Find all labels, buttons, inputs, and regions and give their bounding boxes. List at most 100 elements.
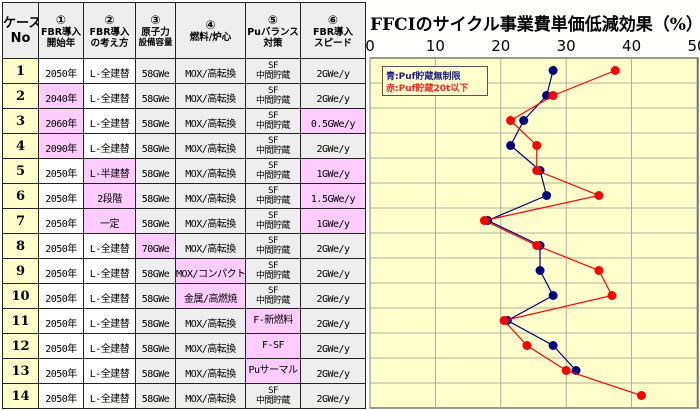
cell-pu: SF 中間貯蔵 bbox=[245, 133, 301, 159]
cell-text: MOX/高転換 bbox=[185, 168, 236, 180]
cell-text: 2050年 bbox=[45, 168, 77, 180]
cell-text: L-全建替 bbox=[89, 243, 130, 255]
cell-text: MOX/高転換 bbox=[185, 343, 236, 355]
cell-concept: L-全建替 bbox=[83, 133, 136, 159]
data-point-red bbox=[479, 216, 489, 225]
data-point-red bbox=[548, 91, 558, 100]
table-row: 3 2060年 L-全建替 58GWe MOX/高転換 SF 中間貯蔵 0.5GWe/y bbox=[2, 108, 366, 134]
x-tick-label: 30 bbox=[557, 37, 576, 55]
pu-line: 中間貯蔵 bbox=[255, 121, 291, 131]
data-point-red bbox=[594, 266, 604, 275]
header-num: ③ bbox=[150, 12, 161, 27]
header-col-5: ⑤ Puバランス 対策 bbox=[245, 2, 301, 59]
cell-text: 58GWe bbox=[141, 218, 170, 230]
table-row: 2 2040年 L-全建替 58GWe MOX/高転換 SF 中間貯蔵 2GWe/y bbox=[2, 83, 366, 109]
cell-text: 58GWe bbox=[141, 168, 170, 180]
cell-speed: 2GWe/y bbox=[300, 283, 366, 309]
data-point-blue bbox=[506, 141, 516, 150]
cell-pu: SF 中間貯蔵 bbox=[245, 83, 301, 109]
cell-capacity: 58GWe bbox=[135, 258, 176, 284]
cell-text: 2050年 bbox=[45, 368, 77, 380]
cell-year: 2050年 bbox=[38, 283, 84, 309]
cell-text: L-全建替 bbox=[89, 368, 130, 380]
cell-pu: F-SF bbox=[245, 333, 301, 359]
header-num: ⑥ bbox=[327, 12, 339, 27]
cell-year: 2060年 bbox=[38, 108, 84, 134]
cell-pu: SF 中間貯蔵 bbox=[245, 233, 301, 259]
table-row: 6 2050年 2段階 58GWe MOX/高転換 SF 中間貯蔵 1.5GWe/y bbox=[2, 183, 366, 209]
cell-fuel: MOX/高転換 bbox=[175, 383, 246, 409]
cell-capacity: 58GWe bbox=[135, 108, 176, 134]
cell-text: 58GWe bbox=[141, 393, 170, 405]
header-line: 設備容量 bbox=[138, 37, 173, 48]
pu-line: SF bbox=[268, 211, 278, 221]
cell-fuel: MOX/高転換 bbox=[175, 108, 246, 134]
header-line: FBR導入 bbox=[89, 26, 130, 38]
cell-text: 2GWe/y bbox=[316, 318, 350, 330]
pu-line: F-新燃料 bbox=[253, 315, 293, 326]
cell-speed: 2GWe/y bbox=[300, 133, 366, 159]
pu-line: SF bbox=[268, 86, 278, 96]
case-number: 3 bbox=[2, 108, 39, 134]
cell-year: 2050年 bbox=[38, 358, 84, 384]
pu-line: Puサーマル bbox=[248, 365, 298, 376]
pu-line: 中間貯蔵 bbox=[255, 271, 291, 281]
series-line-red bbox=[482, 69, 642, 397]
case-number: 14 bbox=[2, 383, 39, 409]
cell-year: 2050年 bbox=[38, 233, 84, 259]
table-row: 13 2050年 L-全建替 58GWe MOX/高転換 Puサーマル 2GWe/y bbox=[2, 358, 366, 384]
cell-text: 58GWe bbox=[141, 293, 170, 305]
cell-text: 1GWe/y bbox=[316, 218, 350, 230]
table-row: 5 2050年 L-半建替 58GWe MOX/高転換 SF 中間貯蔵 1GWe/y bbox=[2, 158, 366, 184]
cell-concept: L-全建替 bbox=[83, 333, 136, 359]
cell-text: 2GWe/y bbox=[316, 368, 350, 380]
cell-text: 70GWe bbox=[141, 243, 170, 255]
cell-text: 58GWe bbox=[141, 318, 170, 330]
header-num: ⑤ bbox=[267, 12, 279, 27]
cell-pu: SF 中間貯蔵 bbox=[245, 258, 301, 284]
cell-text: L-全建替 bbox=[89, 318, 130, 330]
table-row: 7 2050年 一定 58GWe MOX/高転換 SF 中間貯蔵 1GWe/y bbox=[2, 208, 366, 234]
cell-pu: SF 中間貯蔵 bbox=[245, 208, 301, 234]
header-case-label: ケース bbox=[3, 15, 39, 31]
case-number: 10 bbox=[2, 283, 39, 309]
cell-year: 2050年 bbox=[38, 333, 84, 359]
cell-text: 2GWe/y bbox=[316, 343, 350, 355]
data-point-red bbox=[561, 366, 571, 375]
cell-text: 2GWe/y bbox=[316, 143, 350, 155]
cell-capacity: 70GWe bbox=[135, 233, 176, 259]
header-line: 燃料/炉心 bbox=[189, 32, 232, 43]
cell-concept: 一定 bbox=[83, 208, 136, 234]
cell-capacity: 58GWe bbox=[135, 208, 176, 234]
data-point-red bbox=[532, 166, 542, 175]
cell-text: 58GWe bbox=[141, 368, 170, 380]
cell-text: 58GWe bbox=[141, 143, 170, 155]
header-line: 開始年 bbox=[46, 37, 76, 49]
cell-text: MOX/高転換 bbox=[185, 218, 236, 230]
cell-text: MOX/高転換 bbox=[185, 393, 236, 405]
cell-fuel: MOX/高転換 bbox=[175, 233, 246, 259]
cell-speed: 1GWe/y bbox=[300, 158, 366, 184]
cell-fuel: MOX/コンパクト bbox=[175, 258, 246, 284]
cell-concept: L-半建替 bbox=[83, 158, 136, 184]
case-number: 7 bbox=[2, 208, 39, 234]
cell-concept: L-全建替 bbox=[83, 58, 136, 84]
cell-text: 2050年 bbox=[45, 318, 77, 330]
cell-text: 1.5GWe/y bbox=[310, 193, 356, 205]
cell-text: 2段階 bbox=[97, 193, 122, 205]
cell-text: 58GWe bbox=[141, 118, 170, 130]
cell-text: 2050年 bbox=[45, 393, 77, 405]
cell-speed: 2GWe/y bbox=[300, 233, 366, 259]
cell-fuel: MOX/高転換 bbox=[175, 208, 246, 234]
cell-speed: 0.5GWe/y bbox=[300, 108, 366, 134]
header-line: 原子力 bbox=[141, 26, 170, 38]
cell-capacity: 58GWe bbox=[135, 183, 176, 209]
cell-text: 2040年 bbox=[45, 93, 77, 105]
cell-year: 2040年 bbox=[38, 83, 84, 109]
cell-capacity: 58GWe bbox=[135, 333, 176, 359]
pu-line: 中間貯蔵 bbox=[255, 171, 291, 181]
chart-legend: 青:Puf貯蔵無制限 赤:Puf貯蔵20t以下 bbox=[382, 66, 488, 96]
cell-concept: L-全建替 bbox=[83, 283, 136, 309]
pu-line: SF bbox=[268, 236, 278, 246]
